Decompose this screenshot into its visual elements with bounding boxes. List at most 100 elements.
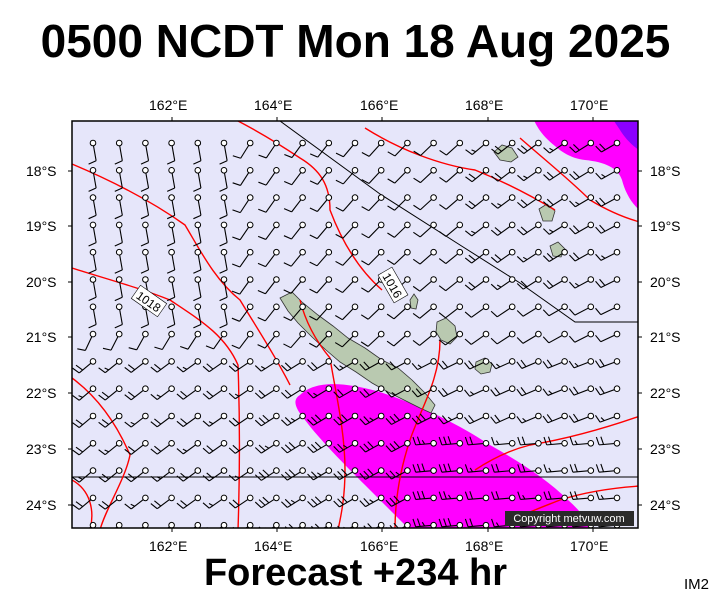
wind-barb [72,385,97,401]
wind-barb [309,221,333,240]
wind-barb [568,385,595,396]
lon-label-top: 164°E [254,97,293,113]
wind-barb [412,330,437,346]
wind-barb [88,139,97,165]
wind-barb [124,385,149,401]
wind-barb [595,194,621,207]
wind-barb [385,440,411,453]
wind-barb [193,276,202,302]
wind-barb [98,494,123,510]
wind-barb [124,467,149,483]
wind-barb [206,521,228,528]
map-frame [71,120,639,529]
wind-barb [307,494,333,508]
wind-barb [114,276,123,302]
wind-barb [595,167,621,180]
wind-barb [150,385,175,400]
wind-barb [359,440,385,453]
wind-barb [464,464,490,474]
lat-label-right: 19°S [650,218,681,234]
lat-label-left: 21°S [26,329,57,345]
wind-barb [517,463,542,474]
wind-barb [516,221,542,236]
wind-barb [150,494,175,510]
wind-barb [283,276,306,294]
wind-barb [516,358,542,369]
image-code: IM2 [683,576,709,593]
wind-barb [516,385,542,397]
wind-barb [72,440,97,456]
wind-barb [219,139,228,165]
wind-barb [595,463,621,474]
zone-boundary-line [230,121,638,323]
wind-barb [228,494,254,509]
lat-label-right: 22°S [650,385,681,401]
lat-label-right: 20°S [650,274,681,290]
wind-barb [439,194,464,210]
wind-barb [219,303,228,329]
wind-barb [542,412,568,424]
wind-barb [595,358,621,369]
wind-barb [595,276,621,289]
isobar-label-box [130,284,168,318]
wind-barb [438,248,464,265]
wind-barb [543,436,568,447]
wind-barb [385,412,411,425]
wind-barb [98,467,123,483]
wind-barb [258,167,280,186]
wind-barb [283,221,306,240]
wind-barb [193,303,202,329]
wind-barb [72,467,97,483]
wind-barb [150,440,175,455]
wind-barb [490,221,516,236]
wind-barb [257,221,280,240]
wind-barb [490,248,516,264]
wind-barb [411,412,437,425]
wind-barb [176,494,202,509]
wind-barb [516,412,542,424]
wind-barb [517,167,542,182]
wind-barb [202,440,228,455]
wind-barb [413,221,437,238]
wind-barb [438,518,464,528]
wind-barb [193,194,202,220]
wind-barb [281,494,306,508]
wind-barb [333,358,359,371]
wind-barb [88,194,97,220]
wind-barb [361,221,385,239]
wind-barb [569,221,595,235]
wind-barb [412,303,437,319]
wind-barb [490,303,516,318]
wind-barb [258,139,280,159]
wind-barb [219,276,228,302]
isobar-line [299,299,346,528]
wind-barb [307,440,333,454]
lat-label-left: 22°S [26,385,57,401]
wind-barb [114,221,123,247]
wind-barb [193,167,202,192]
wind-barb [257,276,280,295]
wind-barb [464,303,490,318]
wind-barb [176,358,202,373]
wind-barb [412,490,437,502]
wind-barb [232,521,254,528]
isobar-line [394,339,441,528]
wind-barb [542,248,568,262]
wind-barb [254,358,280,372]
wind-barb [464,221,490,237]
wind-barb [543,194,568,208]
wind-barb [438,491,464,502]
wind-barb [491,463,516,474]
wind-barb [413,167,437,184]
wind-barb [281,467,306,481]
wind-barb [202,385,228,400]
wind-barb [124,358,149,373]
wind-barb [333,467,359,481]
wind-barb [176,412,202,428]
wind-barb [360,330,385,347]
wind-barb [517,194,542,209]
wind-barb [516,276,542,290]
wind-barb [307,412,333,426]
wind-barb [180,330,202,350]
wind-barb [154,330,175,351]
